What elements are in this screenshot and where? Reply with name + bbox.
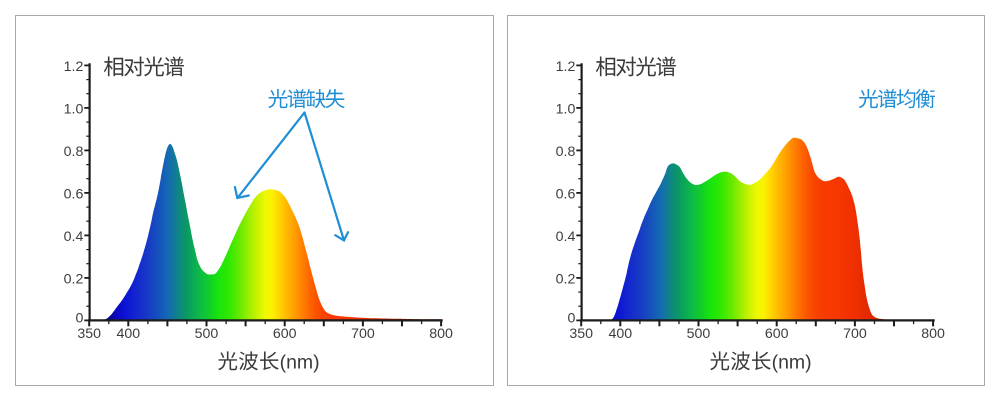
svg-text:800: 800 (921, 326, 945, 342)
svg-text:500: 500 (195, 326, 219, 342)
svg-text:1.2: 1.2 (556, 59, 576, 75)
svg-text:0.8: 0.8 (64, 144, 84, 160)
svg-text:350: 350 (77, 326, 101, 342)
svg-text:700: 700 (351, 326, 375, 342)
svg-text:1.0: 1.0 (64, 101, 84, 117)
svg-text:700: 700 (843, 326, 867, 342)
svg-text:1.2: 1.2 (64, 59, 84, 75)
svg-text:1.0: 1.0 (556, 101, 576, 117)
svg-text:0.2: 0.2 (64, 271, 84, 287)
svg-text:400: 400 (608, 326, 632, 342)
svg-text:600: 600 (765, 326, 789, 342)
svg-text:800: 800 (429, 326, 453, 342)
svg-text:600: 600 (273, 326, 297, 342)
svg-text:(nm): (nm) (280, 352, 320, 374)
svg-text:0.2: 0.2 (556, 271, 576, 287)
svg-text:0.6: 0.6 (64, 186, 84, 202)
svg-text:350: 350 (569, 326, 593, 342)
svg-text:500: 500 (687, 326, 711, 342)
svg-text:0.4: 0.4 (64, 229, 84, 245)
svg-text:0.8: 0.8 (556, 144, 576, 160)
svg-text:0: 0 (568, 310, 576, 326)
svg-text:400: 400 (116, 326, 140, 342)
svg-text:0: 0 (76, 310, 84, 326)
svg-text:(nm): (nm) (772, 352, 812, 374)
svg-text:0.4: 0.4 (556, 229, 576, 245)
svg-text:0.6: 0.6 (556, 186, 576, 202)
